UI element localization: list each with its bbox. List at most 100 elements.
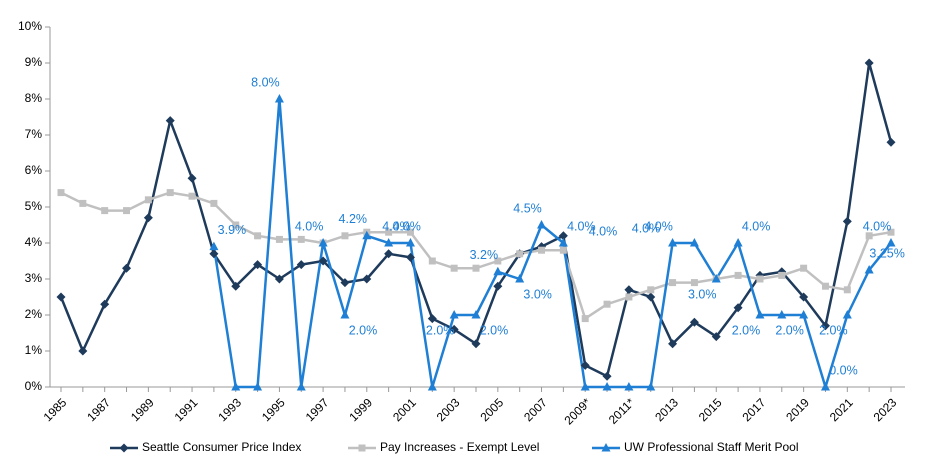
data-label: 4.0%	[295, 219, 324, 233]
triangle-marker	[274, 94, 284, 103]
diamond-marker	[624, 285, 634, 295]
x-tick-label: 2023	[871, 395, 900, 424]
diamond-marker	[471, 339, 481, 349]
square-marker	[887, 228, 895, 236]
diamond-marker	[143, 213, 153, 223]
square-marker	[821, 282, 829, 290]
triangle-marker	[601, 443, 611, 452]
y-tick-label: 10%	[18, 19, 42, 33]
triangle-marker	[558, 238, 568, 247]
x-tick-label: 1993	[215, 395, 244, 424]
triangle-marker	[471, 310, 481, 319]
triangle-marker	[384, 238, 394, 247]
square-marker	[341, 232, 349, 240]
data-label: 3.25%	[869, 246, 904, 260]
triangle-marker	[231, 382, 241, 391]
data-label: 4.2%	[339, 212, 368, 226]
triangle-marker	[427, 382, 437, 391]
diamond-marker	[733, 303, 743, 313]
x-tick-label: 2019	[783, 395, 812, 424]
legend-label: Pay Increases - Exempt Level	[380, 440, 539, 454]
data-label: 3.0%	[523, 287, 552, 301]
square-marker	[690, 279, 698, 287]
diamond-marker	[274, 274, 284, 284]
triangle-marker	[689, 238, 699, 247]
square-marker	[188, 192, 196, 200]
square-marker	[232, 221, 240, 229]
data-label: 4.0%	[742, 219, 771, 233]
diamond-marker	[340, 278, 350, 288]
x-tick-label: 1999	[346, 395, 375, 424]
diamond-marker	[449, 324, 459, 334]
diamond-marker	[231, 281, 241, 291]
square-marker	[297, 235, 305, 243]
x-tick-label: 2001	[390, 395, 419, 424]
square-marker	[756, 275, 764, 283]
triangle-marker	[515, 274, 525, 283]
data-label: 4.0%	[644, 219, 673, 233]
square-marker	[538, 246, 546, 254]
y-tick-label: 0%	[25, 379, 43, 393]
diamond-marker	[362, 274, 372, 284]
square-marker	[450, 264, 458, 272]
triangle-marker	[253, 382, 263, 391]
data-label: 2.0%	[819, 323, 848, 337]
legend-label: UW Professional Staff Merit Pool	[624, 440, 799, 454]
square-marker	[385, 228, 393, 236]
x-tick-label: 1997	[303, 395, 332, 424]
y-tick-label: 8%	[25, 91, 43, 105]
triangle-marker	[842, 310, 852, 319]
diamond-marker	[296, 260, 306, 270]
square-marker	[603, 300, 611, 308]
triangle-marker	[777, 310, 787, 319]
square-marker	[101, 207, 109, 215]
square-marker	[778, 271, 786, 279]
annotation: 4.0%	[632, 221, 661, 235]
diamond-marker	[580, 360, 590, 370]
diamond-marker	[119, 443, 129, 453]
x-tick-label: 1987	[84, 395, 113, 424]
diamond-marker	[799, 292, 809, 302]
legend-label: Seattle Consumer Price Index	[142, 440, 301, 454]
square-marker	[254, 232, 262, 240]
square-marker	[406, 228, 414, 236]
diamond-marker	[253, 260, 263, 270]
diamond-marker	[689, 317, 699, 327]
square-marker	[647, 286, 655, 294]
square-marker	[472, 264, 480, 272]
square-marker	[494, 257, 502, 265]
square-marker	[144, 196, 152, 204]
square-marker	[57, 189, 65, 197]
x-tick-label: 1995	[259, 395, 288, 424]
triangle-marker	[733, 238, 743, 247]
triangle-marker	[493, 266, 503, 276]
diamond-marker	[558, 231, 568, 241]
triangle-marker	[864, 265, 874, 274]
square-marker	[358, 444, 366, 452]
y-tick-label: 5%	[25, 199, 43, 213]
x-tick-label: 2015	[696, 395, 725, 424]
y-tick-label: 9%	[25, 55, 43, 69]
square-marker	[79, 199, 87, 207]
data-label: 0.0%	[829, 363, 858, 377]
triangle-marker	[668, 238, 678, 247]
square-marker	[625, 293, 633, 301]
diamond-marker	[886, 137, 896, 147]
data-label: 2.0%	[732, 323, 761, 337]
diamond-marker	[405, 252, 415, 262]
diamond-marker	[122, 263, 132, 273]
x-tick-label: 2021	[827, 395, 856, 424]
diamond-marker	[165, 116, 175, 126]
x-tick-label: 2007	[521, 395, 550, 424]
data-label: 3.2%	[470, 248, 499, 262]
y-tick-label: 7%	[25, 127, 43, 141]
square-marker	[559, 246, 567, 254]
annotation: 4.0%	[589, 224, 618, 238]
square-marker	[734, 271, 742, 279]
x-tick-label: 1991	[172, 395, 201, 424]
diamond-marker	[427, 314, 437, 324]
square-marker	[800, 264, 808, 272]
square-marker	[516, 250, 524, 258]
triangle-marker	[886, 238, 896, 247]
x-tick-label: 2017	[740, 395, 769, 424]
